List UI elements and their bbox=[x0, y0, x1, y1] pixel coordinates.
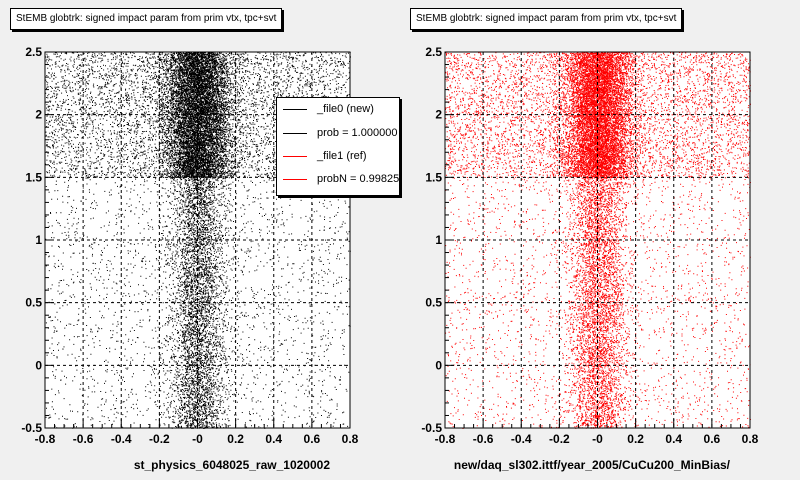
x-tick-label: 0.2 bbox=[227, 432, 244, 446]
y-tick-label: -0.5 bbox=[421, 421, 442, 435]
legend-entry-file0: _file0 (new) bbox=[277, 100, 399, 118]
x-tick-label: -0.6 bbox=[73, 432, 94, 446]
y-tick-label: 2 bbox=[35, 108, 42, 122]
x-tick-label: -0.6 bbox=[473, 432, 494, 446]
legend-label: prob = 1.000000 bbox=[317, 127, 398, 139]
scatter-points bbox=[445, 52, 751, 429]
x-tick-label: -0.4 bbox=[511, 432, 532, 446]
x-tick-label: -0 bbox=[192, 432, 203, 446]
legend-line-red bbox=[283, 179, 307, 180]
legend-entry-probn: probN = 0.998253 bbox=[277, 170, 400, 188]
legend-label: probN = 0.998253 bbox=[317, 173, 400, 185]
x-tick-label: -0.4 bbox=[111, 432, 132, 446]
y-tick-label: 2.5 bbox=[425, 45, 442, 59]
legend-label: _file0 (new) bbox=[317, 103, 374, 115]
y-tick-label: 1 bbox=[435, 233, 442, 247]
x-tick-label: -0.2 bbox=[149, 432, 170, 446]
x-tick-label: -0.2 bbox=[549, 432, 570, 446]
x-axis-title: st_physics_6048025_raw_1020002 bbox=[134, 458, 330, 472]
grid-lines bbox=[45, 52, 350, 428]
right-plot-title: StEMB globtrk: signed impact param from … bbox=[410, 8, 683, 30]
x-tick-label: 0.2 bbox=[627, 432, 644, 446]
y-tick-label: 2.5 bbox=[25, 45, 42, 59]
legend-entry-file1: _file1 (ref) bbox=[277, 147, 399, 165]
scatter-point-set bbox=[445, 52, 751, 429]
y-tick-label: -0.5 bbox=[21, 421, 42, 435]
left-plot-pad: -0.8 -0.6 -0.4 -0.2 -0 0.2 0.4 0.6 0.8 -0.5 0 0.5 1 1… bbox=[10, 8, 359, 472]
legend-box: _file0 (new) prob = 1.000000 _file1 (ref… bbox=[276, 97, 400, 196]
grid-lines bbox=[445, 52, 750, 428]
legend-label: _file1 (ref) bbox=[317, 150, 367, 162]
y-tick-label: 0 bbox=[435, 358, 442, 372]
left-scatter-plot: -0.8 -0.6 -0.4 -0.2 -0 0.2 0.4 0.6 0.8 -0.5 0 0.5 1 1… bbox=[21, 45, 359, 472]
y-tick-label: 1.5 bbox=[425, 170, 442, 184]
x-tick-label: 0.4 bbox=[665, 432, 682, 446]
x-tick-label: -0.8 bbox=[435, 432, 456, 446]
y-tick-label: 2 bbox=[435, 108, 442, 122]
x-tick-label: 0.4 bbox=[265, 432, 282, 446]
x-tick-label: 0.6 bbox=[704, 432, 721, 446]
x-tick-label: 0.8 bbox=[742, 432, 759, 446]
y-tick-label: 1.5 bbox=[25, 170, 42, 184]
right-plot-pad: -0.8 -0.6 -0.4 -0.2 -0 0.2 0.4 0.6 0.8 -0.5 0 0.5 1 1… bbox=[400, 0, 800, 480]
x-tick-label: -0.8 bbox=[35, 432, 56, 446]
x-tick-label: 0.6 bbox=[304, 432, 321, 446]
legend-line-black bbox=[283, 109, 307, 110]
right-scatter-plot: -0.8 -0.6 -0.4 -0.2 -0 0.2 0.4 0.6 0.8 -0.5 0 0.5 1 1… bbox=[421, 45, 759, 472]
legend-line-red bbox=[283, 156, 307, 157]
y-tick-label: 1 bbox=[35, 233, 42, 247]
x-tick-label: -0 bbox=[592, 432, 603, 446]
y-tick-label: 0 bbox=[35, 358, 42, 372]
y-tick-label: 0.5 bbox=[425, 296, 442, 310]
legend-entry-prob: prob = 1.000000 bbox=[277, 124, 399, 142]
left-plot-title: StEMB globtrk: signed impact param from … bbox=[10, 8, 283, 30]
x-tick-label: 0.8 bbox=[342, 432, 359, 446]
x-axis-title: new/daq_sl302.ittf/year_2005/CuCu200_Min… bbox=[454, 458, 731, 472]
legend-line-black bbox=[283, 133, 307, 134]
y-tick-label: 0.5 bbox=[25, 296, 42, 310]
